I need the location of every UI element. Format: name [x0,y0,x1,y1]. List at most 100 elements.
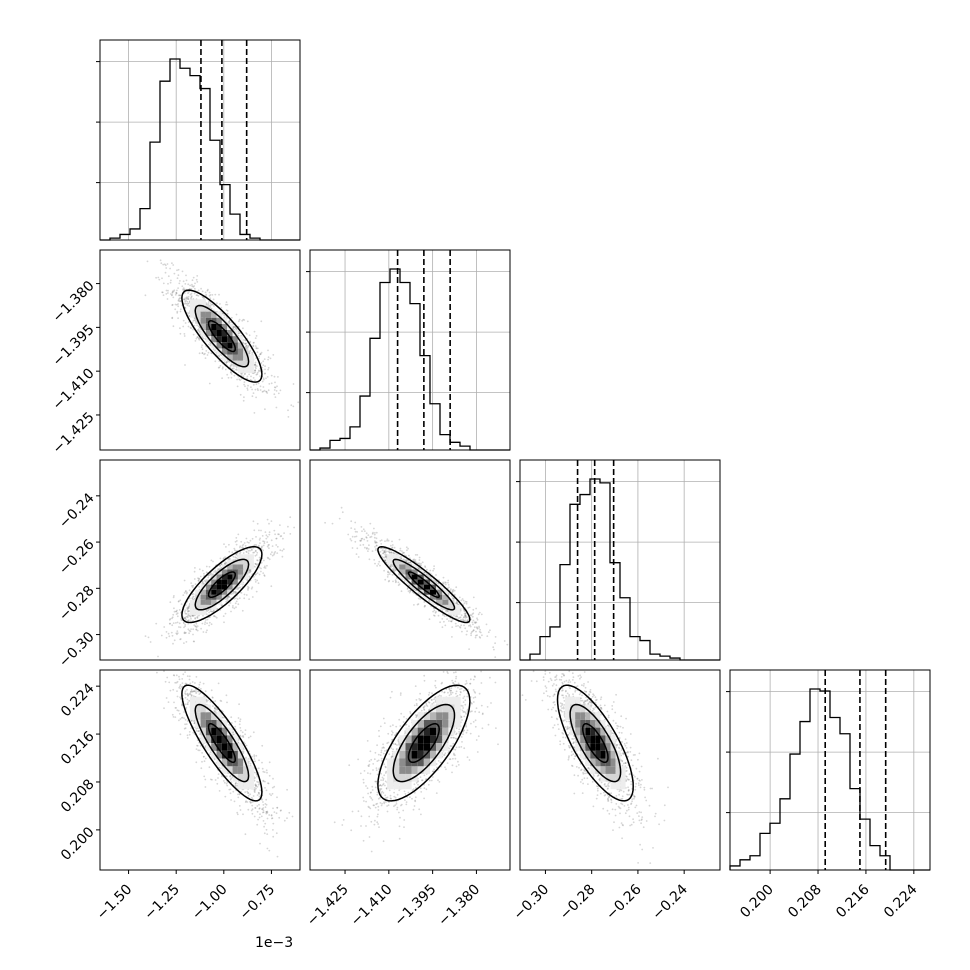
density-cell [200,311,206,318]
sample-point [229,602,232,604]
sample-point [433,615,436,617]
ytick-label: −0.28 [56,583,98,625]
sample-point [242,327,244,330]
sample-point [155,276,158,279]
sample-point [178,282,181,285]
sample-point [235,543,238,546]
sample-point [254,549,257,552]
sample-point [390,544,392,547]
sample-point [219,364,222,367]
sample-point [374,546,376,548]
density-cell [417,579,424,585]
sample-point [228,320,231,323]
sample-point [383,569,385,572]
sample-point [256,559,259,562]
sample-point [217,777,219,779]
sample-point [216,782,219,785]
sample-point [219,557,222,560]
sample-point [264,372,266,375]
sample-point [235,366,238,369]
sample-point [164,271,167,274]
sample-point [421,561,424,564]
sample-point [260,570,262,573]
sample-point [354,540,357,543]
sample-point [176,289,178,292]
sample-point [245,551,248,553]
sample-point [184,690,187,693]
sample-point [367,548,370,550]
sample-point [233,607,236,610]
sample-point [255,373,258,376]
sample-point [424,565,426,568]
sample-point [186,304,189,307]
sample-point [340,506,343,509]
sample-point [177,600,180,603]
sample-point [194,682,196,684]
sample-point [185,641,188,643]
sample-point [242,813,244,816]
sample-point [165,636,168,639]
sample-point [262,360,265,363]
histogram-step [520,478,720,661]
sample-point [184,300,187,303]
sample-point [255,396,257,399]
sample-point [254,581,257,583]
sample-point [351,535,354,538]
sample-point [266,518,269,521]
sample-point [279,535,282,538]
sample-point [266,376,269,378]
sample-point [172,296,175,299]
sample-point [247,808,250,811]
sample-point [435,574,437,576]
sample-point [271,545,274,547]
sample-point [175,291,178,294]
sample-point [249,340,252,343]
sample-point [287,525,289,528]
sample-point [256,365,258,367]
sample-point [441,626,444,629]
sample-point [171,294,174,296]
sample-point [254,364,257,367]
sample-point [254,554,257,557]
sample-point [263,575,266,577]
sample-point [277,392,280,395]
sample-point [374,562,376,565]
sample-point [209,302,212,305]
sample-point [243,381,246,383]
sample-point [270,585,273,588]
sample-point [155,622,158,625]
sample-point [262,377,265,380]
sample-point [258,573,261,576]
sample-point [375,531,378,534]
sample-point [432,610,434,613]
sample-point [266,847,269,850]
sample-point [163,626,166,628]
sample-point [256,551,259,554]
sample-point [242,543,245,546]
sample-point [457,625,459,627]
sample-point [206,354,209,356]
sample-point [494,642,496,645]
sample-point [506,643,509,646]
sample-point [262,549,264,552]
sample-point [235,368,237,371]
sample-point [268,547,270,549]
sample-point [252,383,255,386]
sample-point [208,300,210,303]
sample-point [167,275,170,278]
sample-point [196,629,199,632]
sample-point [254,369,256,372]
sample-point [263,372,266,375]
sample-point [222,312,224,315]
sample-point [260,320,263,323]
sample-point [174,293,177,296]
sample-point [461,630,463,633]
sample-point [249,539,252,542]
sample-point [361,530,363,532]
sample-point [264,408,266,411]
sample-point [172,642,174,645]
sample-point [230,799,233,801]
sample-point [207,288,209,291]
sample-point [180,603,183,605]
sample-point [175,292,178,295]
